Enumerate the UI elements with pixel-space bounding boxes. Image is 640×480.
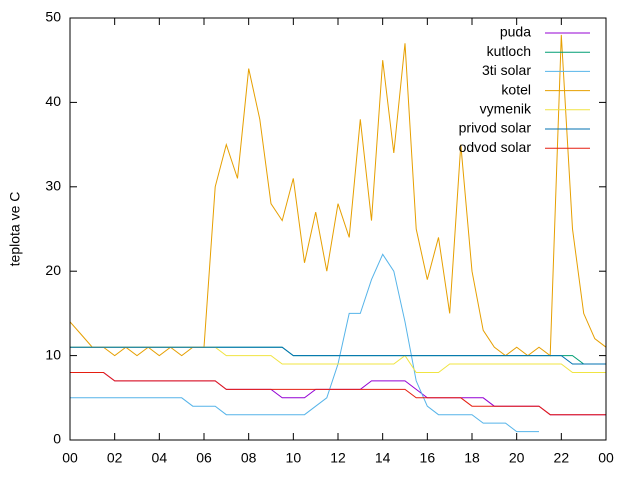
y-tick-label: 20	[45, 262, 61, 278]
x-tick-label: 22	[554, 450, 570, 466]
legend-label: kutloch	[487, 43, 531, 59]
legend-label: vymenik	[480, 101, 532, 117]
legend-label: puda	[500, 24, 531, 40]
x-tick-label: 02	[107, 450, 123, 466]
y-tick-label: 10	[45, 346, 61, 362]
series-line	[70, 346, 606, 365]
x-tick-label: 12	[330, 450, 346, 466]
x-tick-label: 20	[509, 450, 525, 466]
legend-label: odvod solar	[459, 139, 532, 155]
x-tick-label: 00	[598, 450, 614, 466]
legend-label: kotel	[501, 81, 531, 97]
series-line	[69, 34, 607, 357]
x-tick-label: 16	[420, 450, 436, 466]
legend-label: 3ti solar	[482, 62, 531, 78]
y-axis-label: teplota ve C	[7, 192, 23, 267]
series-line	[70, 372, 606, 416]
x-tick-label: 00	[62, 450, 78, 466]
x-tick-label: 18	[464, 450, 480, 466]
y-tick-label: 30	[45, 178, 61, 194]
x-tick-label: 08	[241, 450, 257, 466]
series-line	[70, 346, 606, 373]
legend-label: privod solar	[459, 120, 532, 136]
x-tick-label: 14	[375, 450, 391, 466]
x-tick-label: 10	[286, 450, 302, 466]
x-tick-label: 06	[196, 450, 212, 466]
y-tick-label: 50	[45, 9, 61, 25]
series-line	[70, 253, 539, 433]
plot-border	[69, 17, 607, 441]
x-tick-label: 04	[152, 450, 168, 466]
series-line	[70, 372, 606, 416]
y-tick-label: 40	[45, 93, 61, 109]
y-tick-label: 0	[53, 431, 61, 447]
